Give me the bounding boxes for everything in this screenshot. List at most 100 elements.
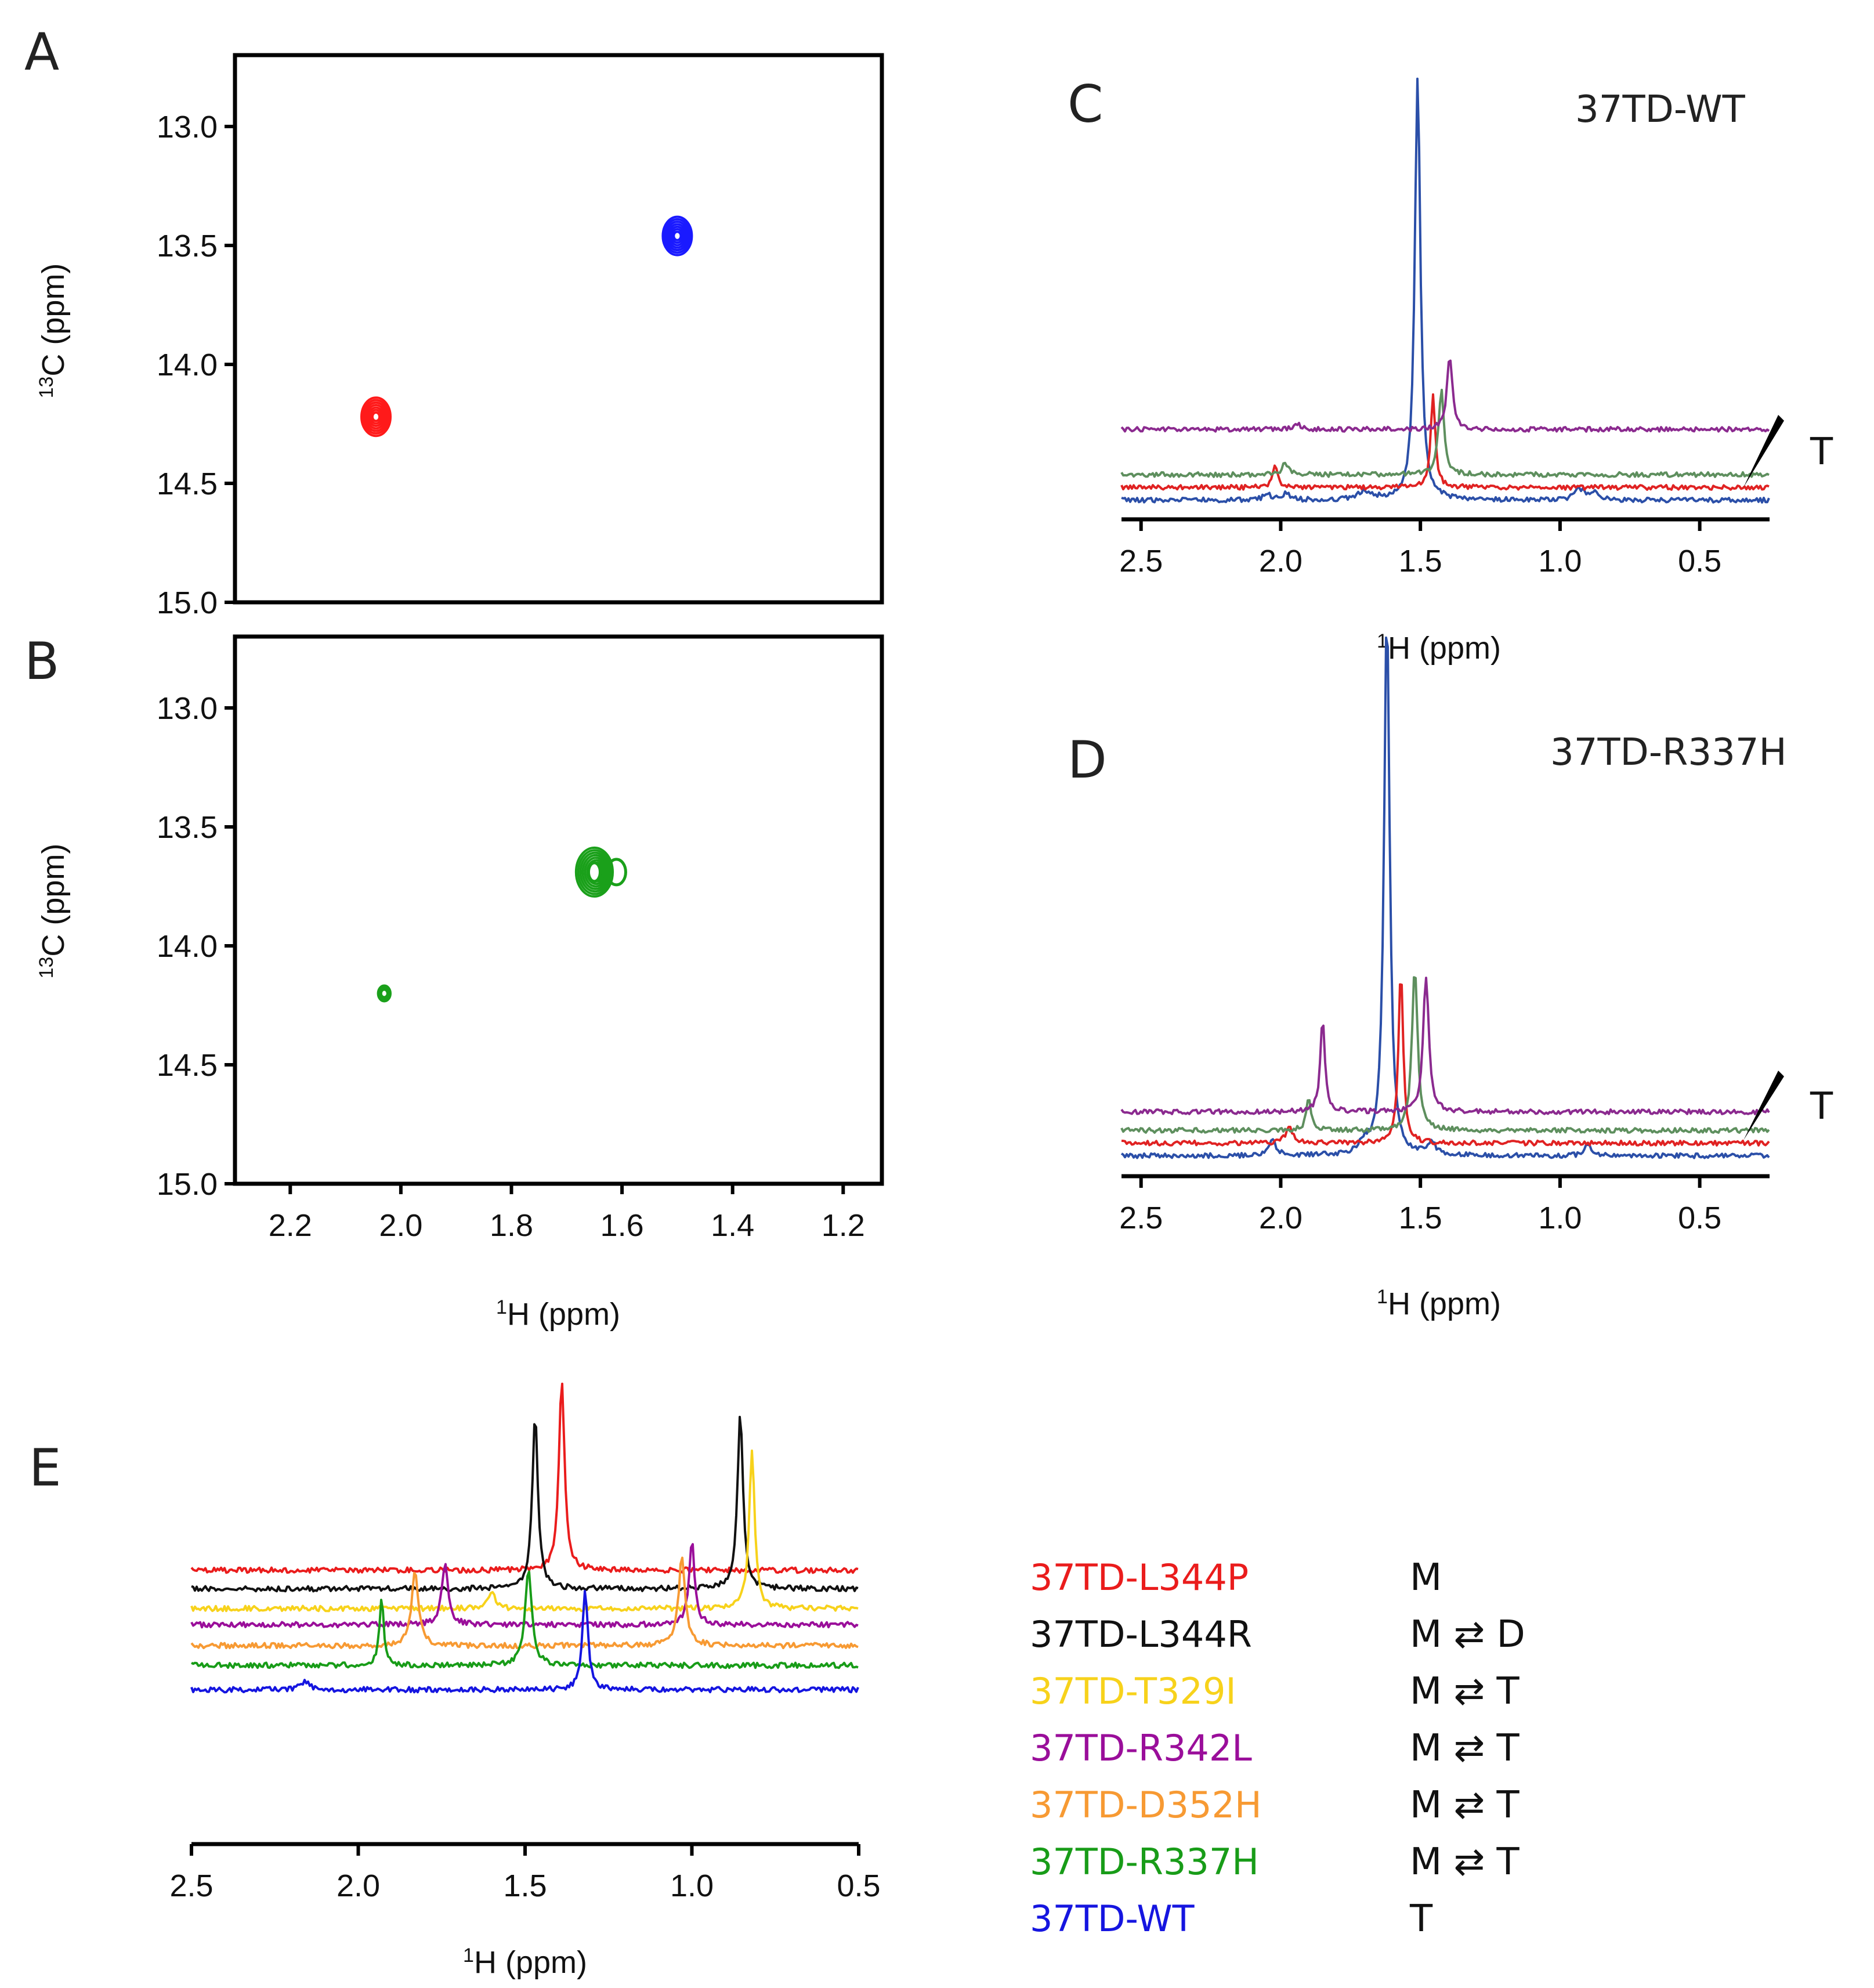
panel-label-c: C bbox=[1068, 74, 1103, 134]
legend-state-2: M ⇄ T bbox=[1410, 1670, 1520, 1713]
panel-d-x-tick-label: 1.5 bbox=[1399, 1201, 1442, 1235]
panel-b-x-tick-label: 1.8 bbox=[490, 1208, 533, 1243]
panel-c-title: 37TD-WT bbox=[1575, 88, 1746, 131]
legend-label-1: 37TD-L344R bbox=[1030, 1613, 1252, 1656]
panel-c-x-tick-label: 1.5 bbox=[1399, 544, 1442, 579]
panel-a-y-tick-label: 14.0 bbox=[157, 348, 218, 382]
panel-c-traces bbox=[1120, 77, 1770, 504]
panel-d-x-tick-label: 1.0 bbox=[1538, 1201, 1582, 1235]
panel-b-x-tick-label: 2.0 bbox=[379, 1208, 422, 1243]
legend-state-3: M ⇄ T bbox=[1410, 1727, 1520, 1770]
panel-d-temperature-wedge bbox=[1743, 1071, 1784, 1140]
legend-state-6: T bbox=[1409, 1897, 1433, 1940]
panel-b-frame bbox=[233, 634, 884, 1186]
panel-d-spectra: 37TD-R337H 2.5 2.0 1.5 1.0 0.5 T 1H (ppm) bbox=[1119, 636, 1833, 1321]
panel-b-y-tick-label: 14.0 bbox=[157, 929, 218, 964]
panel-b-peak-1 bbox=[377, 984, 392, 1003]
panel-a-y-tick-label: 14.5 bbox=[157, 467, 218, 501]
panel-a-y-tick-label: 13.0 bbox=[157, 110, 218, 144]
panel-d-x-tick-label: 2.5 bbox=[1119, 1201, 1163, 1235]
panel-c-temperature-wedge bbox=[1743, 415, 1784, 487]
panel-e-trace-4 bbox=[190, 1556, 859, 1650]
legend-label-6: 37TD-WT bbox=[1030, 1897, 1195, 1940]
panel-c-x-axis-label: 1H (ppm) bbox=[1377, 630, 1501, 666]
panel-label-d: D bbox=[1068, 730, 1107, 790]
panel-c-trace-3 bbox=[1120, 359, 1770, 433]
panel-c-trace-1 bbox=[1120, 393, 1770, 491]
panel-b-y-tick-label: 14.5 bbox=[157, 1048, 218, 1083]
panel-d-x-tick-label: 0.5 bbox=[1678, 1201, 1721, 1235]
panel-b-x-tick-label: 1.4 bbox=[711, 1208, 754, 1243]
legend-label-5: 37TD-R337H bbox=[1030, 1841, 1259, 1883]
panel-d-traces bbox=[1120, 636, 1770, 1159]
panel-b-peaks bbox=[377, 846, 627, 1003]
legend-state-0: M bbox=[1410, 1556, 1442, 1599]
panel-a-y-tick-label: 13.5 bbox=[157, 229, 218, 263]
panel-a-y-axis-label: 13C (ppm) bbox=[35, 263, 71, 399]
panel-c-spectra: 37TD-WT 2.5 2.0 1.5 1.0 0.5 T 1H (ppm) bbox=[1119, 77, 1833, 666]
panel-d-trace-0 bbox=[1120, 636, 1770, 1159]
panel-c-trace-2 bbox=[1120, 388, 1770, 478]
panel-a-y-tick-label: 15.0 bbox=[157, 585, 218, 620]
panel-b-x-tick-label: 2.2 bbox=[269, 1208, 312, 1243]
panel-b-x-tick-label: 1.6 bbox=[600, 1208, 644, 1243]
panel-b-x-axis-label: 1H (ppm) bbox=[496, 1296, 620, 1332]
legend-label-4: 37TD-D352H bbox=[1030, 1784, 1262, 1826]
panel-e-spectra: 2.5 2.0 1.51.5 1.0 0.5 1H (ppm) 37TD-L344P M3… bbox=[169, 1382, 1525, 1980]
panel-e-x-tick-label: 1.5 bbox=[503, 1868, 547, 1903]
panel-c-x-tick-label: 1.0 bbox=[1538, 544, 1582, 579]
panel-b-y-ticks: 13.0 13.5 14.0 14.5 15.0 bbox=[157, 691, 235, 1202]
panel-c-temperature-label: T bbox=[1810, 431, 1833, 473]
panel-e-x-axis-label: 1H (ppm) bbox=[463, 1944, 587, 1980]
legend-state-4: M ⇄ T bbox=[1410, 1784, 1520, 1827]
panel-e-legend: 37TD-L344P M 37TD-L344R M ⇄ D 37TD-T329I M ⇄ … bbox=[1030, 1556, 1525, 1940]
legend-label-0: 37TD-L344P bbox=[1030, 1556, 1249, 1599]
panel-label-e: E bbox=[29, 1438, 61, 1498]
panel-d-title: 37TD-R337H bbox=[1550, 731, 1787, 774]
panel-b-hsqc: 13.013.514.014.515.0 2.2 2.0 1.8 1.6 1.4 1.2 … bbox=[35, 634, 884, 1332]
panel-c-trace-0 bbox=[1121, 77, 1770, 504]
panel-d-trace-2 bbox=[1120, 976, 1770, 1134]
panel-d-temperature-label: T bbox=[1810, 1085, 1833, 1128]
panel-e-trace-0 bbox=[190, 1382, 859, 1574]
panel-e-x-ticks: 2.5 2.0 1.51.5 1.0 0.5 bbox=[169, 1844, 881, 1903]
panel-label-a: A bbox=[24, 22, 59, 82]
panel-c-x-tick-label: 2.0 bbox=[1259, 544, 1303, 579]
panel-e-x-tick-label: 1.5 bbox=[503, 1868, 547, 1903]
panel-b-y-tick-label: 13.0 bbox=[157, 691, 218, 726]
panel-a-frame bbox=[233, 53, 884, 605]
panel-e-x-tick-label: 2.0 bbox=[337, 1868, 380, 1903]
panel-a-y-ticks: 13.0 13.5 14.0 14.5 15.0 bbox=[157, 110, 235, 620]
panel-a-hsqc: 13.0 13.5 14.0 14.5 15.0 13C (ppm) bbox=[35, 53, 884, 620]
panel-b-x-tick-label: 1.2 bbox=[822, 1208, 865, 1243]
panel-e-x-tick-label: 0.5 bbox=[837, 1868, 880, 1903]
panel-c-x-tick-label: 0.5 bbox=[1678, 544, 1721, 579]
panel-b-y-axis-label: 13C (ppm) bbox=[35, 844, 71, 979]
panel-c-x-tick-label: 2.5 bbox=[1119, 544, 1163, 579]
panel-e-trace-5 bbox=[191, 1570, 859, 1669]
panel-b-y-tick-label: 15.0 bbox=[157, 1167, 218, 1202]
legend-state-5: M ⇄ T bbox=[1410, 1841, 1520, 1884]
panel-a-peaks bbox=[360, 215, 693, 438]
panel-b-x-ticks: 2.2 2.0 1.8 1.6 1.4 1.2 bbox=[269, 1184, 865, 1243]
panel-b-y-tick-label: 13.5 bbox=[157, 810, 218, 845]
legend-label-2: 37TD-T329I bbox=[1030, 1670, 1236, 1712]
panel-a-peak-1 bbox=[360, 396, 392, 438]
panel-d-x-axis-label: 1H (ppm) bbox=[1377, 1286, 1501, 1321]
panel-e-x-tick-label: 1.0 bbox=[670, 1868, 714, 1903]
panel-a-peak-0 bbox=[661, 215, 693, 256]
panel-e-traces bbox=[190, 1382, 859, 1694]
panel-e-x-tick-label: 2.5 bbox=[169, 1868, 213, 1903]
panel-label-b: B bbox=[24, 631, 59, 691]
panel-d-x-ticks: 2.5 2.0 1.5 1.0 0.5 bbox=[1119, 1176, 1721, 1235]
panel-c-x-ticks: 2.5 2.0 1.5 1.0 0.5 bbox=[1119, 519, 1721, 579]
panel-d-x-tick-label: 2.0 bbox=[1259, 1201, 1303, 1235]
panel-d-trace-3 bbox=[1120, 977, 1770, 1115]
legend-label-3: 37TD-R342L bbox=[1030, 1727, 1252, 1769]
panel-b-peak-0 bbox=[574, 846, 627, 898]
legend-state-1: M ⇄ D bbox=[1410, 1613, 1525, 1656]
panel-e-trace-6 bbox=[190, 1590, 859, 1694]
panel-d-trace-1 bbox=[1121, 983, 1770, 1147]
panel-e-trace-2 bbox=[190, 1450, 859, 1613]
